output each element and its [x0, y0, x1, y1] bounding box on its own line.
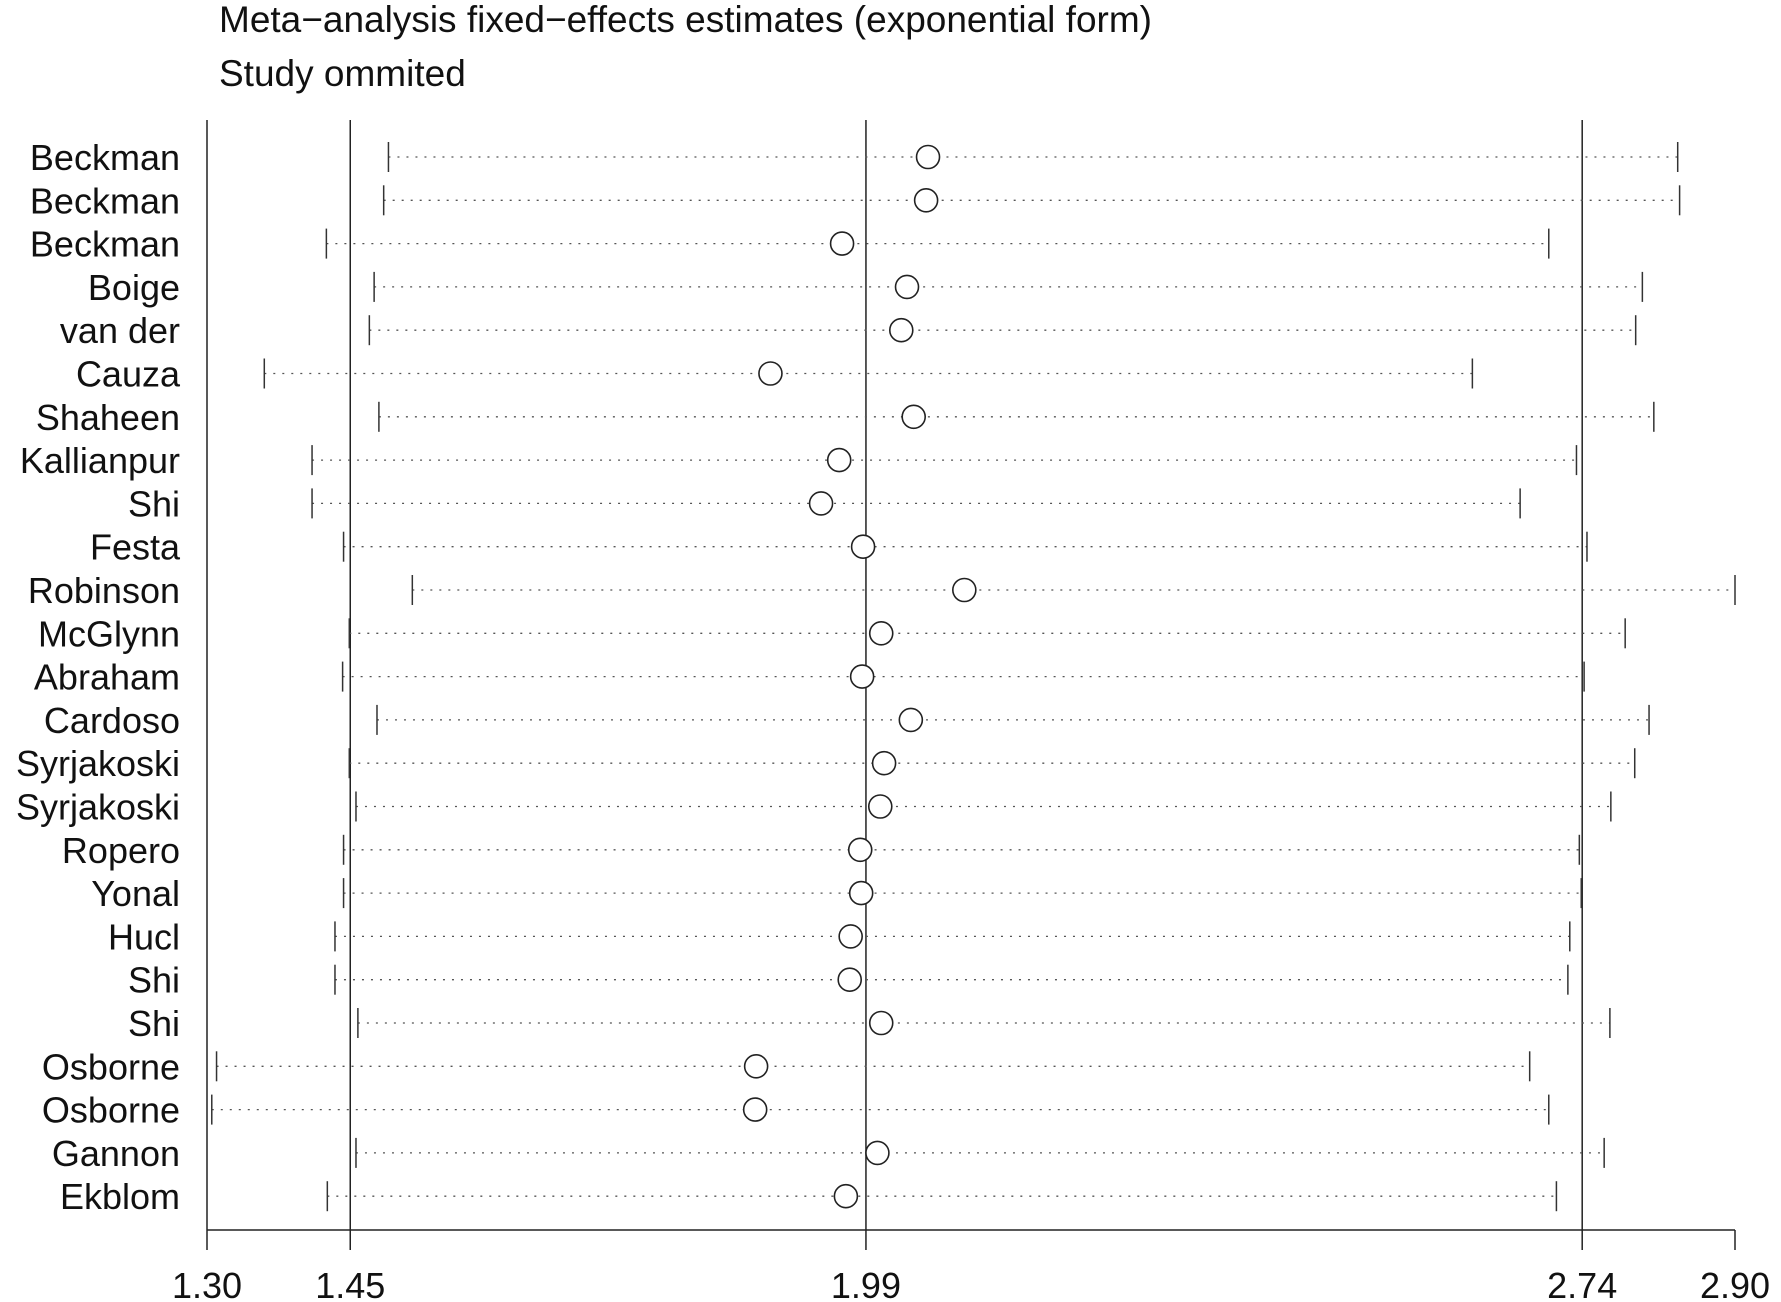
- point-estimate: [888, 317, 914, 343]
- study-row: Gannon: [52, 1133, 1605, 1174]
- point-estimate: [952, 577, 977, 603]
- study-row: van der: [60, 310, 1637, 351]
- point-estimate: [913, 188, 939, 213]
- study-label: Beckman: [30, 137, 180, 178]
- point-estimate: [826, 447, 852, 473]
- point-estimate: [867, 794, 893, 819]
- study-row: Beckman: [30, 180, 1681, 221]
- reference-lines: [349, 120, 1583, 1230]
- study-row: Shi: [128, 960, 1569, 1001]
- study-label: Shi: [128, 960, 180, 1001]
- study-row: Osborne: [42, 1090, 1550, 1131]
- study-label: van der: [60, 310, 180, 351]
- study-row: Shi: [128, 1003, 1611, 1044]
- study-row: Ekblom: [60, 1176, 1558, 1217]
- study-row: Robinson: [28, 570, 1736, 611]
- study-row: McGlynn: [38, 613, 1626, 654]
- point-estimate: [865, 1140, 890, 1166]
- study-label: Ropero: [62, 830, 180, 871]
- study-label: Osborne: [42, 1090, 180, 1131]
- study-row: Beckman: [30, 137, 1679, 178]
- point-estimate: [848, 880, 874, 906]
- study-label: Shi: [128, 1003, 180, 1044]
- study-label: Shi: [128, 483, 180, 524]
- x-tick-label: 2.74: [1547, 1265, 1617, 1302]
- point-estimate: [898, 707, 924, 733]
- study-row: Cauza: [76, 354, 1474, 395]
- study-label: Syrjakoski: [16, 743, 180, 784]
- point-estimate: [850, 534, 876, 560]
- study-label: Kallianpur: [20, 440, 180, 481]
- study-label: Syrjakoski: [16, 787, 180, 828]
- study-label: Yonal: [91, 873, 180, 914]
- study-label: Cauza: [76, 354, 181, 395]
- x-tick-label: 1.99: [831, 1265, 901, 1302]
- point-estimate: [868, 1010, 894, 1036]
- study-row: Osborne: [42, 1046, 1531, 1087]
- study-row: Boige: [88, 267, 1644, 308]
- point-estimate: [829, 231, 855, 256]
- x-axis: 1.30 1.45 1.99 2.74 2.90: [172, 120, 1770, 1302]
- x-tick-label: 1.45: [315, 1265, 385, 1302]
- chart-title: Meta−analysis fixed−effects estimates (e…: [219, 0, 1152, 40]
- study-label: McGlynn: [38, 613, 180, 654]
- study-label: Robinson: [28, 570, 180, 611]
- study-label: Shaheen: [36, 397, 180, 438]
- point-estimate: [838, 924, 863, 949]
- study-label: Festa: [90, 527, 181, 568]
- point-estimate: [808, 491, 834, 516]
- study-label: Beckman: [30, 180, 180, 221]
- point-estimate: [894, 274, 920, 300]
- study-label: Boige: [88, 267, 180, 308]
- study-row: Shi: [128, 483, 1521, 524]
- point-estimate: [758, 361, 783, 386]
- study-label: Osborne: [42, 1046, 180, 1087]
- study-row: Syrjakoski: [16, 787, 1612, 828]
- x-tick-label: 2.90: [1700, 1265, 1770, 1302]
- point-estimate: [847, 837, 873, 863]
- study-row: Shaheen: [36, 397, 1655, 438]
- point-estimate: [901, 404, 927, 430]
- chart-subtitle: Study ommited: [219, 53, 466, 94]
- study-label: Hucl: [108, 916, 180, 957]
- point-estimate: [849, 664, 875, 689]
- point-estimate: [868, 620, 894, 646]
- study-row: Yonal: [91, 873, 1582, 914]
- point-estimate: [871, 750, 897, 776]
- study-row: Syrjakoski: [16, 743, 1636, 784]
- study-row: Cardoso: [44, 700, 1650, 741]
- point-estimate: [915, 144, 941, 170]
- study-label: Gannon: [52, 1133, 180, 1174]
- point-estimate: [833, 1183, 859, 1209]
- study-label: Abraham: [34, 657, 180, 698]
- study-row: Ropero: [62, 830, 1581, 871]
- x-tick-label: 1.30: [172, 1265, 242, 1302]
- study-row: Festa: [90, 527, 1588, 568]
- study-label: Cardoso: [44, 700, 180, 741]
- study-row: Beckman: [30, 224, 1550, 265]
- study-label: Beckman: [30, 224, 180, 265]
- study-row: Abraham: [34, 657, 1585, 698]
- study-label: Ekblom: [60, 1176, 180, 1217]
- point-estimate: [837, 967, 863, 993]
- study-row: Kallianpur: [20, 440, 1578, 481]
- point-estimate: [743, 1054, 769, 1079]
- study-row: Hucl: [108, 916, 1571, 957]
- point-estimate: [742, 1097, 768, 1122]
